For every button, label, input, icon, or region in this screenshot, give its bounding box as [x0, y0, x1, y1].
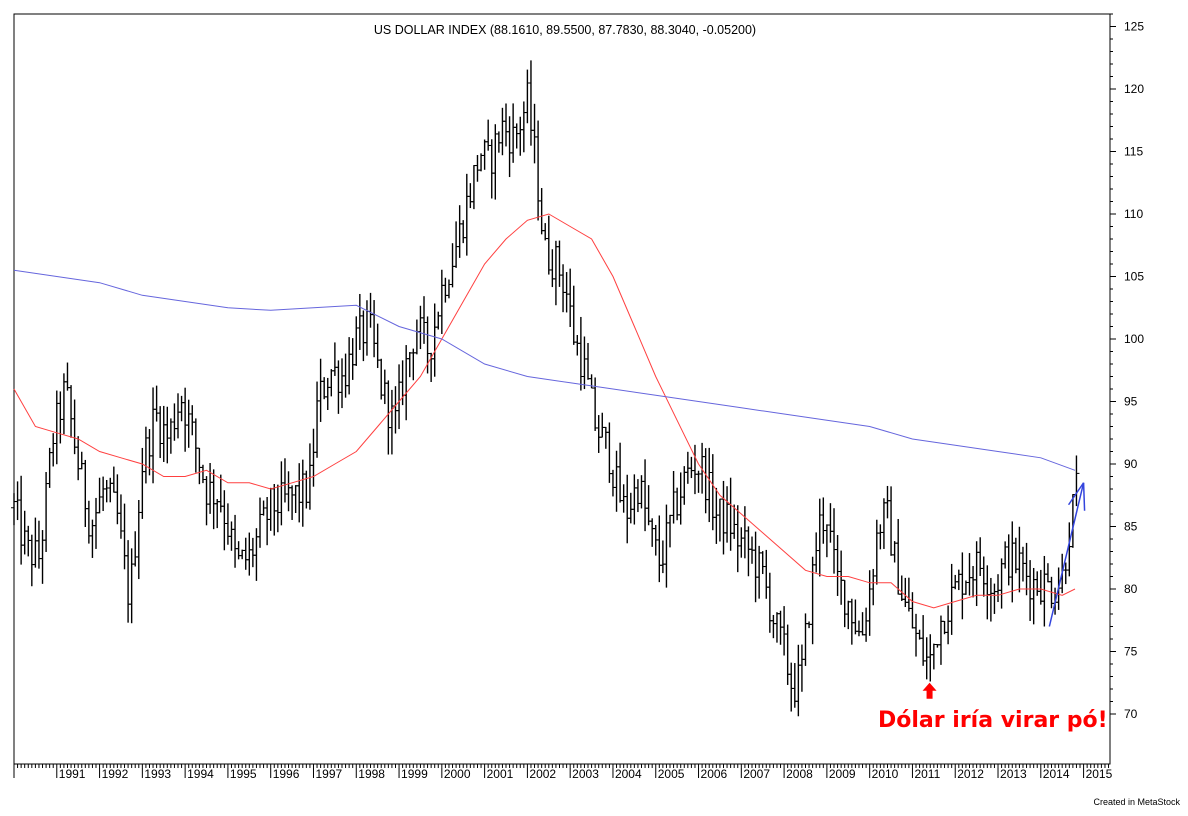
moving-averages	[13, 213, 1076, 609]
x-tick-label: 1996	[273, 767, 300, 781]
x-tick-label: 2003	[572, 767, 599, 781]
y-tick-label: 125	[1124, 20, 1144, 34]
y-tick-label: 95	[1124, 395, 1138, 409]
x-tick-label: 1994	[187, 767, 214, 781]
y-tick-label: 110	[1124, 207, 1143, 221]
y-tick-label: 80	[1124, 582, 1138, 596]
trend-arrow-head-right	[1082, 482, 1086, 511]
x-tick-label: 2008	[786, 767, 813, 781]
x-tick-label: 1997	[315, 767, 342, 781]
x-tick-label: 2012	[957, 767, 984, 781]
x-tick-label: 2013	[1000, 767, 1027, 781]
x-tick-label: 2011	[914, 767, 940, 781]
y-tick-label: 70	[1124, 707, 1138, 721]
annotations	[922, 482, 1086, 699]
y-tick-label: 115	[1124, 145, 1143, 159]
x-tick-label: 2005	[658, 767, 685, 781]
y-tick-label: 100	[1124, 332, 1144, 346]
trend-arrow-line	[1048, 482, 1085, 627]
x-tick-label: 2002	[529, 767, 556, 781]
y-tick-label: 90	[1124, 457, 1138, 471]
x-tick-label: 1998	[358, 767, 385, 781]
x-tick-label: 2015	[1086, 767, 1113, 781]
y-tick-label: 85	[1124, 520, 1138, 534]
annotation-arrow	[922, 682, 937, 699]
annotation-text: Dólar iría virar pó!	[878, 708, 1108, 733]
x-tick-label: 2001	[487, 767, 514, 781]
axes: 70 75 80 85 90 95 100 105 110 115 120 125 1991 1992 19…	[13, 13, 1144, 781]
x-tick-label: 2009	[829, 767, 856, 781]
x-tick-label: 2010	[872, 767, 899, 781]
trend-arrow-head-left	[1067, 482, 1085, 506]
x-tick-label: 1991	[59, 767, 86, 781]
x-tick-label: 2006	[701, 767, 728, 781]
chart-title: US DOLLAR INDEX (88.1610, 89.5500, 87.78…	[373, 23, 757, 37]
x-tick-label: 2014	[1043, 767, 1070, 781]
x-tick-label: 2004	[615, 767, 642, 781]
plot-frame	[13, 13, 1111, 765]
credit-text: Created in MetaStock	[1093, 797, 1180, 807]
moving-average-short	[13, 213, 1076, 609]
x-tick-label: 1999	[401, 767, 428, 781]
x-tick-label: 2000	[444, 767, 471, 781]
y-tick-label: 120	[1124, 82, 1144, 96]
x-tick-label: 2007	[743, 767, 770, 781]
x-tick-label: 1995	[230, 767, 257, 781]
x-tick-label: 1993	[144, 767, 171, 781]
moving-average-long	[13, 269, 1076, 471]
y-tick-label: 105	[1124, 270, 1144, 284]
y-tick-label: 75	[1124, 645, 1138, 659]
x-tick-label: 1992	[102, 767, 129, 781]
price-bars	[11, 60, 1080, 717]
